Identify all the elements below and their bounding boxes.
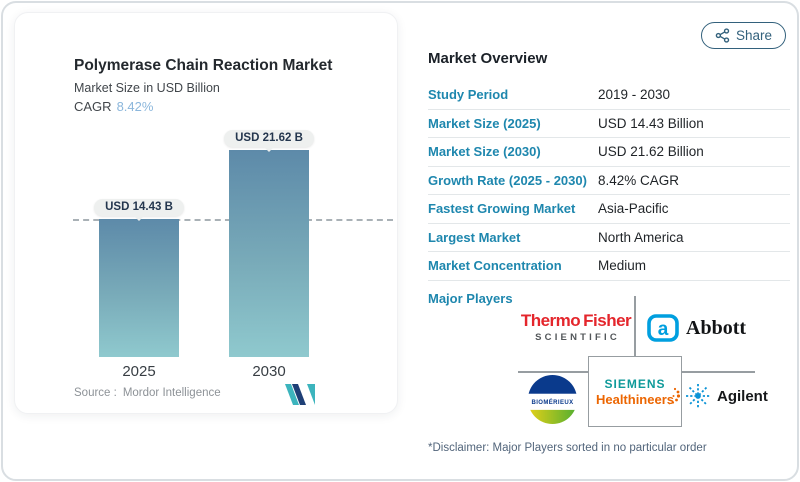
row-value: North America bbox=[598, 229, 684, 245]
chart-subtitle: Market Size in USD Billion bbox=[74, 81, 220, 95]
agilent-starburst-icon bbox=[686, 384, 710, 408]
agilent-logo: Agilent bbox=[685, 383, 768, 409]
table-row: Market Concentration Medium bbox=[428, 252, 790, 281]
table-row: Market Size (2030) USD 21.62 Billion bbox=[428, 138, 790, 167]
chart-title: Polymerase Chain Reaction Market bbox=[74, 57, 333, 74]
table-row: Largest Market North America bbox=[428, 224, 790, 252]
tooltip-pointer-icon bbox=[134, 216, 144, 221]
source-label: Source : bbox=[74, 387, 117, 399]
share-button[interactable]: Share bbox=[701, 22, 787, 49]
thermo-wordmark: Thermo bbox=[520, 311, 581, 330]
row-label: Market Size (2025) bbox=[428, 115, 541, 131]
tooltip-label: USD 14.43 B bbox=[94, 199, 184, 216]
biomerieux-logo: BIOMÉRIEUX bbox=[527, 374, 578, 425]
share-nodes-icon bbox=[715, 28, 730, 43]
overview-title: Market Overview bbox=[428, 50, 548, 67]
abbott-logo: a Abbott bbox=[647, 314, 746, 342]
source-line: Source : Mordor Intelligence bbox=[74, 387, 221, 399]
bar-2025 bbox=[99, 219, 179, 357]
chart-panel: Polymerase Chain Reaction Market Market … bbox=[14, 12, 398, 414]
cagr-line: CAGR 8.42% bbox=[74, 99, 153, 114]
row-value: USD 14.43 Billion bbox=[598, 115, 704, 131]
row-value: Medium bbox=[598, 258, 647, 274]
row-label: Growth Rate (2025 - 2030) bbox=[428, 172, 587, 188]
source-name: Mordor Intelligence bbox=[122, 387, 221, 399]
table-row: Fastest Growing Market Asia-Pacific bbox=[428, 195, 790, 224]
major-players-label: Major Players bbox=[428, 291, 513, 306]
x-axis-label-2030: 2030 bbox=[252, 363, 286, 380]
row-value: Asia-Pacific bbox=[598, 201, 669, 217]
fisher-wordmark: Fisher bbox=[583, 311, 632, 330]
row-label: Study Period bbox=[428, 87, 509, 103]
thermo-fisher-logo: Thermo Fisher SCIENTIFIC bbox=[520, 311, 632, 343]
abbott-wordmark: Abbott bbox=[686, 316, 747, 339]
siemens-healthineers-logo: SIEMENS Healthineers bbox=[588, 356, 682, 427]
table-row: Growth Rate (2025 - 2030) 8.42% CAGR bbox=[428, 167, 790, 195]
healthineers-wordmark: Healthineers bbox=[595, 391, 675, 407]
tooltip-pointer-icon bbox=[264, 147, 274, 152]
players-grid-vertical-divider bbox=[634, 296, 636, 357]
row-label: Fastest Growing Market bbox=[428, 201, 576, 217]
svg-text:BIOMÉRIEUX: BIOMÉRIEUX bbox=[532, 398, 574, 406]
svg-text:a: a bbox=[658, 319, 669, 340]
x-axis-label-2025: 2025 bbox=[122, 363, 156, 380]
row-value: USD 21.62 Billion bbox=[598, 144, 704, 160]
cagr-value: 8.42% bbox=[116, 99, 154, 114]
row-value: 2019 - 2030 bbox=[598, 87, 671, 103]
disclaimer-text: *Disclaimer: Major Players sorted in no … bbox=[428, 442, 707, 454]
siemens-wordmark: SIEMENS bbox=[604, 376, 666, 391]
players-grid-horizontal-divider-left bbox=[518, 371, 588, 373]
bar-2030 bbox=[229, 150, 309, 357]
siemens-dots-icon bbox=[668, 387, 680, 405]
value-tooltip-2030: USD 21.62 B bbox=[224, 130, 314, 152]
cagr-label: CAGR bbox=[74, 99, 112, 114]
abbott-a-symbol-icon: a bbox=[647, 314, 679, 342]
tooltip-label: USD 21.62 B bbox=[224, 130, 314, 147]
row-label: Largest Market bbox=[428, 229, 521, 245]
value-tooltip-2025: USD 14.43 B bbox=[94, 199, 184, 221]
table-row: Market Size (2025) USD 14.43 Billion bbox=[428, 110, 790, 138]
players-grid-horizontal-divider-right bbox=[682, 371, 755, 373]
row-label: Market Concentration bbox=[428, 258, 562, 274]
share-label: Share bbox=[736, 28, 773, 43]
row-label: Market Size (2030) bbox=[428, 144, 541, 160]
scientific-wordmark: SCIENTIFIC bbox=[535, 332, 620, 343]
mordor-intelligence-logo-icon bbox=[285, 384, 315, 405]
row-value: 8.42% CAGR bbox=[598, 172, 680, 188]
table-row: Study Period 2019 - 2030 bbox=[428, 81, 790, 110]
overview-table: Study Period 2019 - 2030 Market Size (20… bbox=[428, 81, 790, 281]
agilent-wordmark: Agilent bbox=[717, 387, 768, 405]
